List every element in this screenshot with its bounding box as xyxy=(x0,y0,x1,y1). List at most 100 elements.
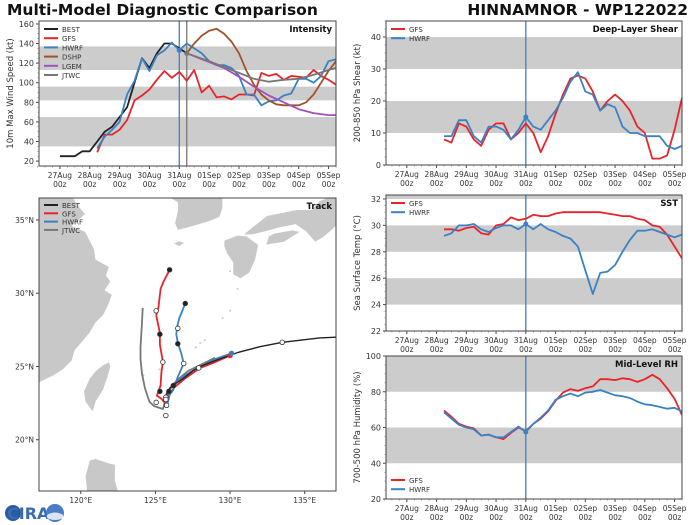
y-tick-label: 40 xyxy=(371,33,381,42)
series-hwrf xyxy=(444,71,682,150)
y-axis-label: 10m Max Wind Speed (kt) xyxy=(6,38,16,148)
cira-logo: CIRA xyxy=(5,504,64,523)
y-tick-label: 140 xyxy=(19,40,34,49)
x-tick-label: 04Sep xyxy=(633,504,657,513)
chart-track: 120°E 125°E 130°E 135°E 20°N 25°N 30°N 35°N Trac… xyxy=(15,197,337,505)
x-tick-label: 02Sep xyxy=(227,171,251,180)
x-tick-label-hour: 00z xyxy=(489,179,503,188)
y-axis-label: Sea Surface Temp (°C) xyxy=(353,215,363,311)
legend-label-gfs: GFS xyxy=(409,200,423,208)
x-tick-label-hour: 00z xyxy=(460,513,474,522)
shaded-band xyxy=(39,117,336,147)
island xyxy=(221,317,224,320)
x-tick-label-hour: 00z xyxy=(489,513,503,522)
x-tick-label: 31Aug xyxy=(167,171,191,180)
x-tick-label: 05Sep xyxy=(663,504,687,513)
x-tick-label-hour: 00z xyxy=(460,179,474,188)
shaded-band xyxy=(386,356,682,392)
y-tick-label: 60 xyxy=(371,424,381,433)
y-tick-label: 100 xyxy=(366,352,381,361)
track-position-marker xyxy=(163,412,169,419)
x-tick-label-hour: 00z xyxy=(638,345,652,354)
y-tick-label: 160 xyxy=(19,20,34,29)
hwrf-analysis-point xyxy=(523,429,529,435)
x-tick-label: 01Sep xyxy=(544,170,568,179)
hwrf-analysis-point xyxy=(523,221,529,227)
x-tick-label: 31Aug xyxy=(514,504,538,513)
legend-label-dshp: DSHP xyxy=(62,54,81,62)
y-tick-label: 32 xyxy=(371,195,381,204)
x-tick-label: 29Aug xyxy=(454,170,478,179)
panel-title: Track xyxy=(307,202,333,212)
x-tick-label-hour: 00z xyxy=(549,179,563,188)
series-gfs xyxy=(443,74,682,160)
shaded-band xyxy=(386,37,682,69)
hwrf-analysis-point xyxy=(176,47,182,53)
x-tick-label-hour: 00z xyxy=(202,180,216,189)
x-tick-label: 27Aug xyxy=(395,504,419,513)
x-tick-label-hour: 00z xyxy=(579,345,593,354)
track-hwrf xyxy=(165,303,232,406)
chart-rh: 2040608010027Aug00z28Aug00z29Aug00z30Aug… xyxy=(353,352,687,522)
legend-label-gfs: GFS xyxy=(409,26,423,34)
track-position-marker xyxy=(157,331,163,337)
plot-area-track xyxy=(39,198,336,491)
y-tick-label: 40 xyxy=(371,459,381,468)
x-tick-label: 27Aug xyxy=(395,170,419,179)
x-tick-label-hour: 00z xyxy=(668,513,682,522)
track-position-marker xyxy=(163,402,170,408)
globe-icon xyxy=(5,505,21,521)
x-tick-label: 30Aug xyxy=(137,171,161,180)
y-tick-label: 30 xyxy=(371,221,381,230)
legend-label-jtwc: JTWC xyxy=(61,227,80,235)
x-tick-label-hour: 00z xyxy=(430,345,444,354)
x-tick-label: 03Sep xyxy=(603,170,627,179)
storm-title: HINNAMNOR - WP122022 xyxy=(467,1,688,19)
x-tick-label-hour: 00z xyxy=(460,345,474,354)
chart-sst: 22242628303227Aug00z28Aug00z29Aug00z30Au… xyxy=(353,194,687,354)
track-position-marker xyxy=(228,350,235,356)
x-tick-label-hour: 00z xyxy=(579,179,593,188)
x-tick-label: 02Sep xyxy=(573,504,597,513)
y-tick-label: 20 xyxy=(371,495,381,504)
page-title: Multi-Model Diagnostic Comparison xyxy=(7,1,318,19)
island xyxy=(199,342,202,345)
legend-label-hwrf: HWRF xyxy=(62,219,83,227)
x-tick-label: 29Aug xyxy=(454,336,478,345)
y-tick-label: 30 xyxy=(371,65,381,74)
land-korea xyxy=(169,198,223,231)
axes-frame xyxy=(385,194,683,332)
x-tick-label-hour: 00z xyxy=(519,345,533,354)
track-position-marker xyxy=(163,396,169,403)
y-tick-label: 20 xyxy=(24,157,34,166)
x-tick-label: 30Aug xyxy=(484,170,508,179)
track-position-marker xyxy=(195,365,202,371)
panel-title: Mid-Level RH xyxy=(615,360,678,370)
y-tick-label: 26 xyxy=(371,274,381,283)
x-tick-label: 03Sep xyxy=(603,504,627,513)
x-tick-label-hour: 00z xyxy=(549,513,563,522)
x-tick-label: 30Aug xyxy=(484,504,508,513)
x-tick-label-hour: 00z xyxy=(638,179,652,188)
x-tick-label-hour: 00z xyxy=(53,180,67,189)
island xyxy=(236,287,239,290)
x-tick-label-hour: 00z xyxy=(668,345,682,354)
x-tick-label-hour: 00z xyxy=(549,345,563,354)
x-tick-label: 03Sep xyxy=(257,171,281,180)
x-tick-label: 01Sep xyxy=(544,336,568,345)
jtwc-analysis-point xyxy=(184,50,190,56)
x-tick-label-hour: 00z xyxy=(489,345,503,354)
x-tick-label: 27Aug xyxy=(48,171,72,180)
x-tick-label-hour: 00z xyxy=(400,513,414,522)
lat-tick-label: 20°N xyxy=(15,436,34,445)
lat-tick-label: 30°N xyxy=(15,289,34,298)
panel-title: Intensity xyxy=(289,25,332,35)
x-tick-label: 03Sep xyxy=(603,336,627,345)
track-position-marker xyxy=(160,359,166,365)
track-position-marker xyxy=(279,339,285,346)
panel-title: Deep-Layer Shear xyxy=(593,25,679,35)
shaded-band xyxy=(386,427,682,464)
x-tick-label: 31Aug xyxy=(514,170,538,179)
plot-area-rh xyxy=(386,356,682,499)
shaded-band xyxy=(386,101,682,133)
